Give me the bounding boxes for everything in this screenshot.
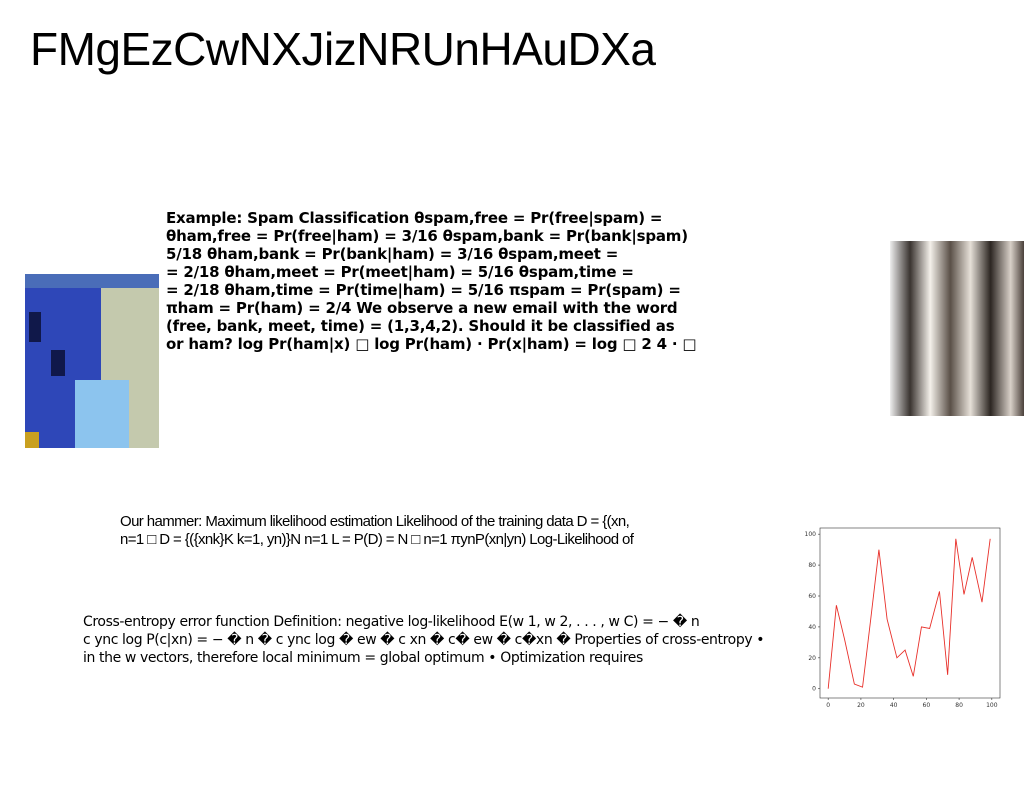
text-line: = 2/18 θham,meet = Pr(meet|ham) = 5/16 θ… [166,263,634,281]
y-tick-label: 100 [805,531,817,538]
slide-title: FMgEzCwNXJizNRUnHAuDXa [30,23,656,75]
y-tick-label: 60 [808,593,816,600]
text-line: c ync log P(c|xn) = − � n � c ync log � … [83,632,765,648]
text-line: in the w vectors, therefore local minimu… [83,650,643,666]
data-line [827,538,991,689]
y-tick-label: 40 [808,624,816,631]
text-line: Example: Spam Classification θspam,free … [166,209,663,227]
x-tick-label: 100 [986,702,998,709]
text-line: or ham? log Pr(ham|x) □ log Pr(ham) · Pr… [166,335,697,353]
x-tick-label: 0 [826,702,830,709]
image-left [25,274,159,448]
text-line: (free, bank, meet, time) = (1,3,4,2). Sh… [166,317,675,335]
y-tick-label: 20 [808,655,816,662]
text-line: = 2/18 θham,time = Pr(time|ham) = 5/16 π… [166,281,681,299]
text-line: n=1 □ D = {({xnk}K k=1, yn)}N n=1 L = P(… [120,531,634,548]
text-line: θham,free = Pr(free|ham) = 3/16 θspam,ba… [166,227,688,245]
x-tick-label: 60 [923,702,931,709]
text-line: πham = Pr(ham) = 2/4 We observe a new em… [166,299,678,317]
y-tick-label: 80 [808,562,816,569]
plot-frame [819,527,1001,699]
text-line: Cross-entropy error function Definition:… [83,614,700,630]
x-tick-label: 40 [890,702,898,709]
y-tick-label: 0 [812,686,816,693]
text-line: 5/18 θham,bank = Pr(bank|ham) = 3/16 θsp… [166,245,619,263]
chart-image: 0 20 40 60 80 100 0 20 40 60 80 100 [805,527,1001,709]
x-tick-label: 80 [955,702,963,709]
image-right [890,241,1024,416]
text-line: Our hammer: Maximum likelihood estimatio… [120,513,630,530]
x-tick-label: 20 [857,702,865,709]
